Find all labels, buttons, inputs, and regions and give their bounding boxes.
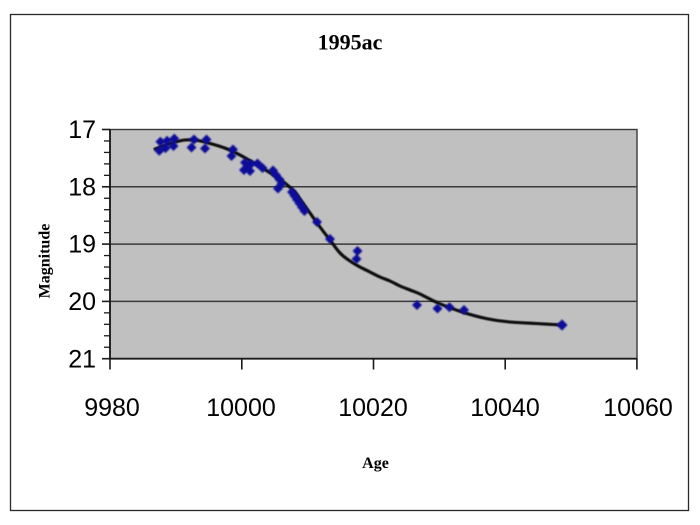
svg-text:21: 21: [68, 345, 96, 373]
svg-text:1995ac: 1995ac: [318, 30, 383, 55]
svg-text:10040: 10040: [470, 394, 540, 422]
svg-text:9980: 9980: [84, 394, 140, 422]
svg-text:20: 20: [68, 288, 96, 316]
svg-text:Age: Age: [362, 455, 389, 472]
svg-text:17: 17: [68, 116, 96, 144]
svg-text:19: 19: [68, 231, 96, 259]
svg-text:10060: 10060: [603, 394, 673, 422]
svg-text:Magnitude: Magnitude: [37, 224, 54, 299]
svg-text:10020: 10020: [338, 394, 408, 422]
svg-text:10000: 10000: [206, 394, 276, 422]
svg-text:18: 18: [68, 173, 96, 201]
